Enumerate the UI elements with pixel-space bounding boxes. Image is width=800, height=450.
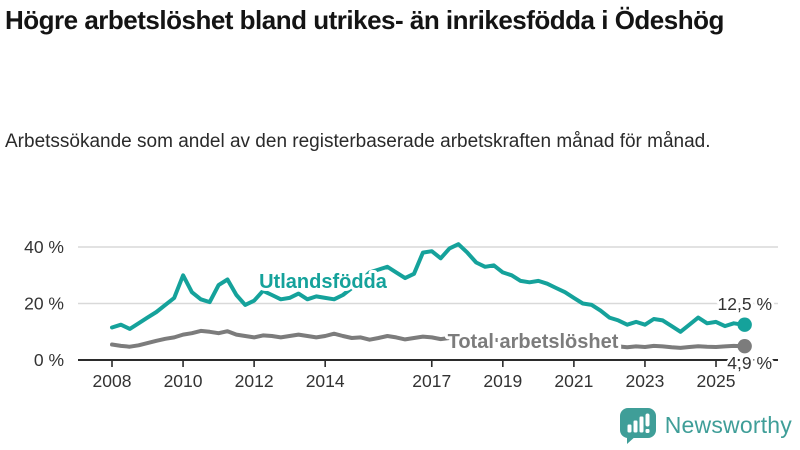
x-axis-label: 2008 [93,371,132,391]
x-axis-label: 2025 [697,371,736,391]
series-line-total-arbetsl-shet [110,328,745,350]
series-endpoint-dot [737,338,752,354]
x-axis-label: 2019 [483,371,522,391]
y-axis-label: 40 % [24,237,64,257]
x-axis-label: 2023 [625,371,664,391]
page-subtitle: Arbetssökande som andel av den registerb… [5,131,711,152]
x-axis-label: 2014 [306,371,345,391]
end-value-label-total: 4,9 % [727,353,772,373]
series-line-utlandsf-dda [110,242,745,334]
x-axis-label: 2017 [412,371,451,391]
unemployment-line-chart: 2008 2010 2012 2014 2017 2019 2021 2023 2025 0 % 2… [24,237,778,391]
x-axis-label: 2021 [554,371,593,391]
x-axis-label: 2012 [235,371,274,391]
series-endpoint-dot [737,317,752,332]
newsworthy-logo-icon [619,408,656,444]
series-label-utlandsfodda: Utlandsfödda [259,271,388,293]
y-axis-label: 20 % [24,294,64,314]
newsworthy-branding[interactable]: Newsworthy [618,406,792,444]
end-value-label-utlandsfodda: 12,5 % [718,294,772,314]
series-label-total-arbetsloshet: Total arbetslöshet [448,331,619,353]
y-axis-label: 0 % [34,350,64,370]
page-title: Högre arbetslöshet bland utrikes- än inr… [5,5,724,35]
x-axis-label: 2010 [164,371,203,391]
newsworthy-logo-text: Newsworthy [664,411,792,438]
